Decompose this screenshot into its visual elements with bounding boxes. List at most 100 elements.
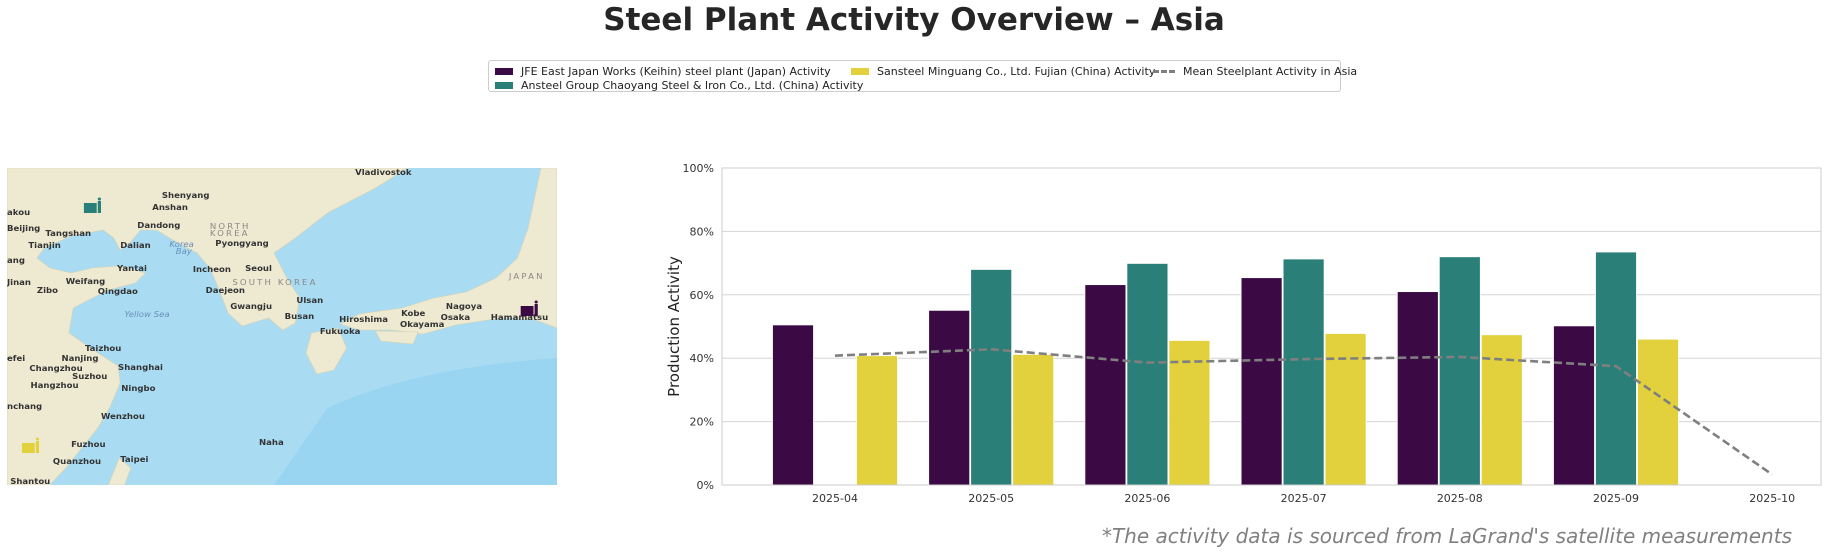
- bar-ansteel-2025-09: [1595, 251, 1637, 486]
- map-label-gwangju: Gwangju: [230, 301, 272, 311]
- map-label-shenyang: Shenyang: [162, 190, 210, 200]
- chart-legend: JFE East Japan Works (Keihin) steel plan…: [488, 60, 1357, 92]
- map-label-taizhou: Taizhou: [85, 343, 121, 353]
- map-label-naha: Naha: [259, 437, 284, 447]
- legend-label: Sansteel Minguang Co., Ltd. Fujian (Chin…: [877, 65, 1156, 78]
- honshu-land: [339, 168, 557, 335]
- legend-item-ansteel: Ansteel Group Chaoyang Steel & Iron Co.,…: [495, 79, 863, 92]
- map-label-korea-bay-1: Korea: [169, 239, 194, 249]
- map-label-changzhou: Changzhou: [29, 363, 82, 373]
- legend-dash-icon: [1153, 70, 1175, 73]
- x-tick-label: 2025-10: [1749, 492, 1795, 505]
- bar-jfe-2025-07: [1240, 277, 1283, 486]
- map-label-fukuoka: Fukuoka: [320, 326, 361, 336]
- map-label-tianjin: Tianjin: [28, 240, 61, 250]
- map-label-ulsan: Ulsan: [296, 295, 323, 305]
- bar-jfe-2025-04: [772, 324, 814, 486]
- bar-jfe-2025-08: [1396, 291, 1439, 486]
- map-label-daejeon: Daejeon: [206, 285, 245, 295]
- page-title: Steel Plant Activity Overview – Asia: [603, 2, 1225, 38]
- shikoku-land: [374, 330, 419, 345]
- bar-sansteel-2025-09: [1637, 338, 1679, 486]
- bar-ansteel-2025-05: [970, 269, 1013, 486]
- y-tick-label: 40%: [690, 352, 714, 365]
- factory-icon-sansteel[interactable]: [21, 437, 40, 454]
- map-label-cangzhou: ang: [7, 255, 25, 265]
- bar-sansteel-2025-07: [1324, 333, 1367, 486]
- bar-sansteel-2025-06: [1168, 340, 1211, 486]
- bar-sansteel-2025-05: [1012, 353, 1055, 486]
- bar-ansteel-2025-06: [1126, 263, 1169, 486]
- map-label-ningbo: Ningbo: [121, 383, 156, 393]
- map-label-hangzhou: Hangzhou: [30, 380, 78, 390]
- mainland-land: [7, 168, 409, 485]
- map-label-jinan: Jinan: [7, 277, 31, 287]
- legend-item-sansteel: Sansteel Minguang Co., Ltd. Fujian (Chin…: [851, 65, 1155, 78]
- y-tick-label: 100%: [683, 162, 714, 175]
- y-tick-label: 20%: [690, 416, 714, 429]
- map-label-nanchang: nchang: [7, 401, 42, 411]
- legend-item-jfe: JFE East Japan Works (Keihin) steel plan…: [495, 65, 831, 78]
- map-label-shanghai: Shanghai: [118, 362, 163, 372]
- map-label-tangshan: Tangshan: [45, 228, 91, 238]
- y-axis-label: Production Activity: [665, 256, 683, 397]
- map-label-wenzhou: Wenzhou: [101, 411, 145, 421]
- map-label-weifang: Weifang: [66, 276, 106, 286]
- map-label-north-korea-1: NORTH: [210, 221, 251, 231]
- y-tick-label: 80%: [690, 225, 714, 238]
- map-label-yellow-sea: Yellow Sea: [124, 309, 169, 319]
- bar-ansteel-2025-07: [1282, 258, 1325, 486]
- map-label-vladivostok: Vladivostok: [355, 168, 412, 177]
- bar-jfe-2025-09: [1553, 325, 1595, 486]
- map-label-okayama: Okayama: [400, 319, 444, 329]
- bar-jfe-2025-06: [1084, 284, 1127, 486]
- map-label-nanjing: Nanjing: [61, 353, 98, 363]
- x-tick-label: 2025-06: [1124, 492, 1170, 505]
- map-label-taipei: Taipei: [120, 454, 148, 464]
- factory-icon-jfe[interactable]: [520, 300, 538, 317]
- x-tick-label: 2025-09: [1593, 492, 1639, 505]
- y-tick-label: 0%: [697, 479, 714, 492]
- map-label-south-korea: SOUTH KOREA: [232, 277, 317, 287]
- sea-deep: [273, 358, 557, 485]
- map-label-yantai: Yantai: [116, 263, 147, 273]
- map-label-beijing: Beijing: [7, 223, 40, 233]
- x-tick-label: 2025-04: [812, 492, 858, 505]
- bar-sansteel-2025-04: [856, 355, 898, 486]
- bar-ansteel-2025-08: [1438, 256, 1481, 486]
- map-label-qingdao: Qingdao: [98, 286, 138, 296]
- x-tick-label: 2025-07: [1281, 492, 1327, 505]
- map-label-japan: JAPAN: [508, 271, 545, 281]
- map-label-quanzhou: Quanzhou: [53, 456, 101, 466]
- map-label-dandong: Dandong: [137, 220, 180, 230]
- map-label-osaka: Osaka: [441, 312, 471, 322]
- legend-swatch-icon: [495, 68, 513, 75]
- map-label-fuzhou: Fuzhou: [71, 439, 106, 449]
- legend-label: Mean Steelplant Activity in Asia: [1183, 65, 1358, 78]
- legend-swatch-icon: [851, 68, 869, 75]
- legend-label: JFE East Japan Works (Keihin) steel plan…: [521, 65, 831, 78]
- map-label-anshan: Anshan: [152, 202, 188, 212]
- map-label-shantou: Shantou: [10, 476, 50, 485]
- kyushu-land: [305, 327, 347, 375]
- map-label-korea-bay-2: Bay: [176, 246, 192, 256]
- bar-jfe-2025-05: [928, 309, 971, 486]
- taiwan-land: [108, 457, 132, 485]
- map-label-hamamatsu: Hamamatsu: [491, 312, 549, 322]
- map-label-pyongyang: Pyongyang: [215, 238, 269, 248]
- map-label-incheon: Incheon: [193, 264, 231, 274]
- map-label-hefei: efei: [7, 353, 25, 363]
- data-source-note: *The activity data is sourced from LaGra…: [1101, 524, 1792, 548]
- legend-label: Ansteel Group Chaoyang Steel & Iron Co.,…: [521, 79, 864, 92]
- y-tick-label: 60%: [690, 289, 714, 302]
- plot-frame: [721, 167, 1822, 486]
- map-label-yingkou: akou: [7, 207, 30, 217]
- legend-swatch-icon: [495, 82, 513, 89]
- plant-location-map: Vladivostok Shenyang Anshan akou Dandong NORT…: [7, 168, 557, 485]
- map-label-nagoya: Nagoya: [446, 301, 482, 311]
- factory-icon-ansteel[interactable]: [83, 197, 101, 214]
- map-label-hiroshima: Hiroshima: [339, 314, 388, 324]
- map-label-north-korea-2: KOREA: [210, 228, 250, 238]
- x-tick-label: 2025-05: [968, 492, 1014, 505]
